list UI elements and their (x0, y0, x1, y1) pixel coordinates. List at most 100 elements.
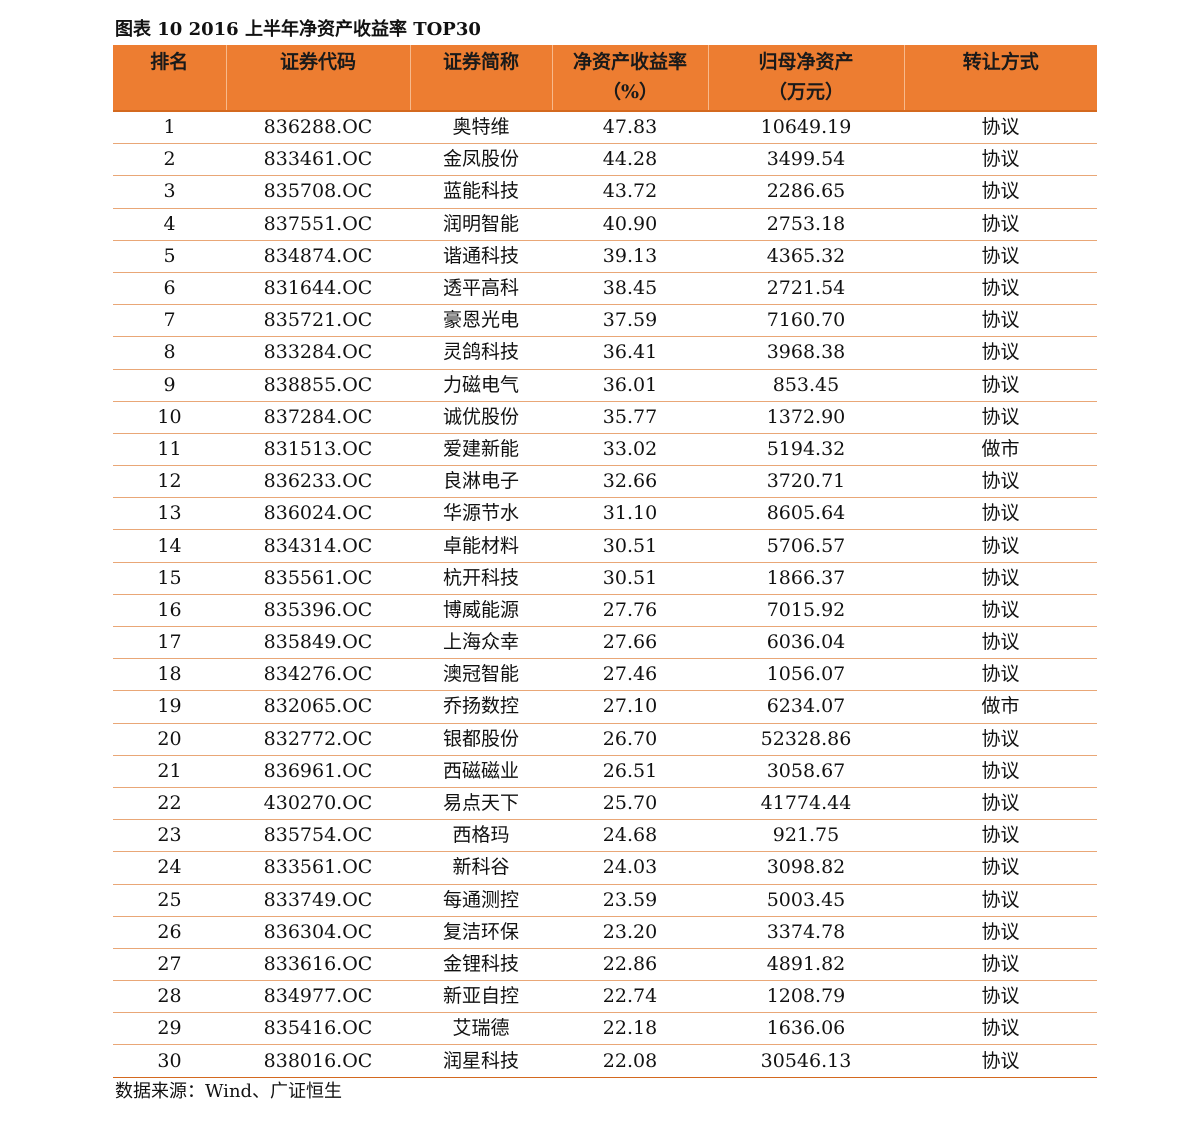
cell-security-code: 835416.OC (226, 1012, 410, 1046)
cell-rank: 23 (113, 819, 226, 853)
cell-transfer-method: 协议 (904, 626, 1097, 660)
cell-security-name: 上海众幸 (410, 626, 552, 660)
cell-roe: 27.10 (552, 690, 708, 724)
cell-transfer-method: 协议 (904, 465, 1097, 499)
table-row: 18 834276.OC 澳冠智能 27.46 1056.07 协议 (113, 658, 1097, 692)
cell-transfer-method: 协议 (904, 755, 1097, 788)
cell-net-assets: 5003.45 (708, 884, 904, 917)
cell-net-assets: 1636.06 (708, 1012, 904, 1046)
table-row: 25 833749.OC 每通测控 23.59 5003.45 协议 (113, 884, 1097, 917)
cell-rank: 1 (113, 111, 226, 145)
cell-net-assets: 7015.92 (708, 594, 904, 628)
cell-roe: 36.01 (552, 369, 708, 402)
cell-security-code: 833284.OC (226, 336, 410, 370)
cell-roe: 27.76 (552, 594, 708, 628)
table-row: 23 835754.OC 西格玛 24.68 921.75 协议 (113, 819, 1097, 853)
cell-security-name: 谐通科技 (410, 240, 552, 273)
table-row: 20 832772.OC 银都股份 26.70 52328.86 协议 (113, 723, 1097, 756)
cell-rank: 9 (113, 369, 226, 402)
cell-security-code: 836288.OC (226, 111, 410, 145)
table-row: 13 836024.OC 华源节水 31.10 8605.64 协议 (113, 497, 1097, 531)
cell-security-code: 834276.OC (226, 658, 410, 692)
cell-security-name: 豪恩光电 (410, 304, 552, 338)
table-row: 27 833616.OC 金锂科技 22.86 4891.82 协议 (113, 948, 1097, 982)
cell-net-assets: 52328.86 (708, 723, 904, 756)
cell-rank: 28 (113, 980, 226, 1014)
cell-roe: 30.51 (552, 562, 708, 595)
cell-security-name: 西格玛 (410, 819, 552, 853)
cell-roe: 31.10 (552, 497, 708, 531)
cell-net-assets: 5194.32 (708, 433, 904, 467)
cell-net-assets: 5706.57 (708, 529, 904, 563)
table-row: 14 834314.OC 卓能材料 30.51 5706.57 协议 (113, 529, 1097, 563)
cell-security-code: 831644.OC (226, 272, 410, 306)
cell-rank: 8 (113, 336, 226, 370)
cell-roe: 44.28 (552, 143, 708, 177)
cell-security-name: 每通测控 (410, 884, 552, 917)
cell-security-name: 华源节水 (410, 497, 552, 531)
cell-transfer-method: 协议 (904, 304, 1097, 338)
cell-rank: 27 (113, 948, 226, 982)
header-name: 证券简称 (409, 45, 552, 112)
cell-transfer-method: 协议 (904, 980, 1097, 1014)
cell-security-code: 837551.OC (226, 208, 410, 241)
cell-roe: 22.86 (552, 948, 708, 982)
cell-security-code: 838016.OC (226, 1044, 410, 1078)
header-net-assets: 归母净资产 （万元） (707, 45, 904, 112)
table-row: 28 834977.OC 新亚自控 22.74 1208.79 协议 (113, 980, 1097, 1014)
cell-security-code: 835849.OC (226, 626, 410, 660)
cell-roe: 27.66 (552, 626, 708, 660)
table-row: 11 831513.OC 爱建新能 33.02 5194.32 做市 (113, 433, 1097, 467)
cell-net-assets: 3374.78 (708, 916, 904, 949)
table-row: 16 835396.OC 博威能源 27.76 7015.92 协议 (113, 594, 1097, 628)
cell-security-name: 复洁环保 (410, 916, 552, 949)
cell-rank: 18 (113, 658, 226, 692)
cell-rank: 6 (113, 272, 226, 306)
cell-net-assets: 1056.07 (708, 658, 904, 692)
table-row: 8 833284.OC 灵鸽科技 36.41 3968.38 协议 (113, 336, 1097, 370)
cell-security-code: 831513.OC (226, 433, 410, 467)
cell-security-name: 西磁磁业 (410, 755, 552, 788)
cell-transfer-method: 协议 (904, 175, 1097, 209)
cell-roe: 38.45 (552, 272, 708, 306)
cell-security-code: 835396.OC (226, 594, 410, 628)
cell-security-name: 透平高科 (410, 272, 552, 306)
cell-security-code: 835561.OC (226, 562, 410, 595)
cell-roe: 26.70 (552, 723, 708, 756)
cell-transfer-method: 协议 (904, 401, 1097, 434)
cell-rank: 13 (113, 497, 226, 531)
table-row: 24 833561.OC 新科谷 24.03 3098.82 协议 (113, 851, 1097, 885)
cell-net-assets: 1372.90 (708, 401, 904, 434)
cell-transfer-method: 协议 (904, 143, 1097, 177)
cell-net-assets: 7160.70 (708, 304, 904, 338)
cell-security-code: 834314.OC (226, 529, 410, 563)
cell-security-name: 诚优股份 (410, 401, 552, 434)
cell-rank: 19 (113, 690, 226, 724)
cell-security-code: 836233.OC (226, 465, 410, 499)
cell-security-name: 灵鸽科技 (410, 336, 552, 370)
data-source-note: 数据来源：Wind、广证恒生 (115, 1081, 343, 1102)
cell-rank: 7 (113, 304, 226, 338)
cell-rank: 15 (113, 562, 226, 595)
cell-security-name: 艾瑞德 (410, 1012, 552, 1046)
cell-net-assets: 6234.07 (708, 690, 904, 724)
cell-security-name: 乔扬数控 (410, 690, 552, 724)
table-row: 29 835416.OC 艾瑞德 22.18 1636.06 协议 (113, 1012, 1097, 1046)
cell-roe: 27.46 (552, 658, 708, 692)
cell-security-name: 爱建新能 (410, 433, 552, 467)
cell-rank: 5 (113, 240, 226, 273)
cell-transfer-method: 协议 (904, 851, 1097, 885)
cell-net-assets: 6036.04 (708, 626, 904, 660)
cell-security-code: 838855.OC (226, 369, 410, 402)
cell-security-code: 832065.OC (226, 690, 410, 724)
cell-rank: 26 (113, 916, 226, 949)
cell-net-assets: 1866.37 (708, 562, 904, 595)
cell-security-name: 易点天下 (410, 787, 552, 821)
cell-roe: 37.59 (552, 304, 708, 338)
cell-rank: 16 (113, 594, 226, 628)
cell-security-name: 新科谷 (410, 851, 552, 885)
cell-net-assets: 8605.64 (708, 497, 904, 531)
cell-transfer-method: 协议 (904, 819, 1097, 853)
cell-security-name: 银都股份 (410, 723, 552, 756)
cell-transfer-method: 做市 (904, 690, 1097, 724)
